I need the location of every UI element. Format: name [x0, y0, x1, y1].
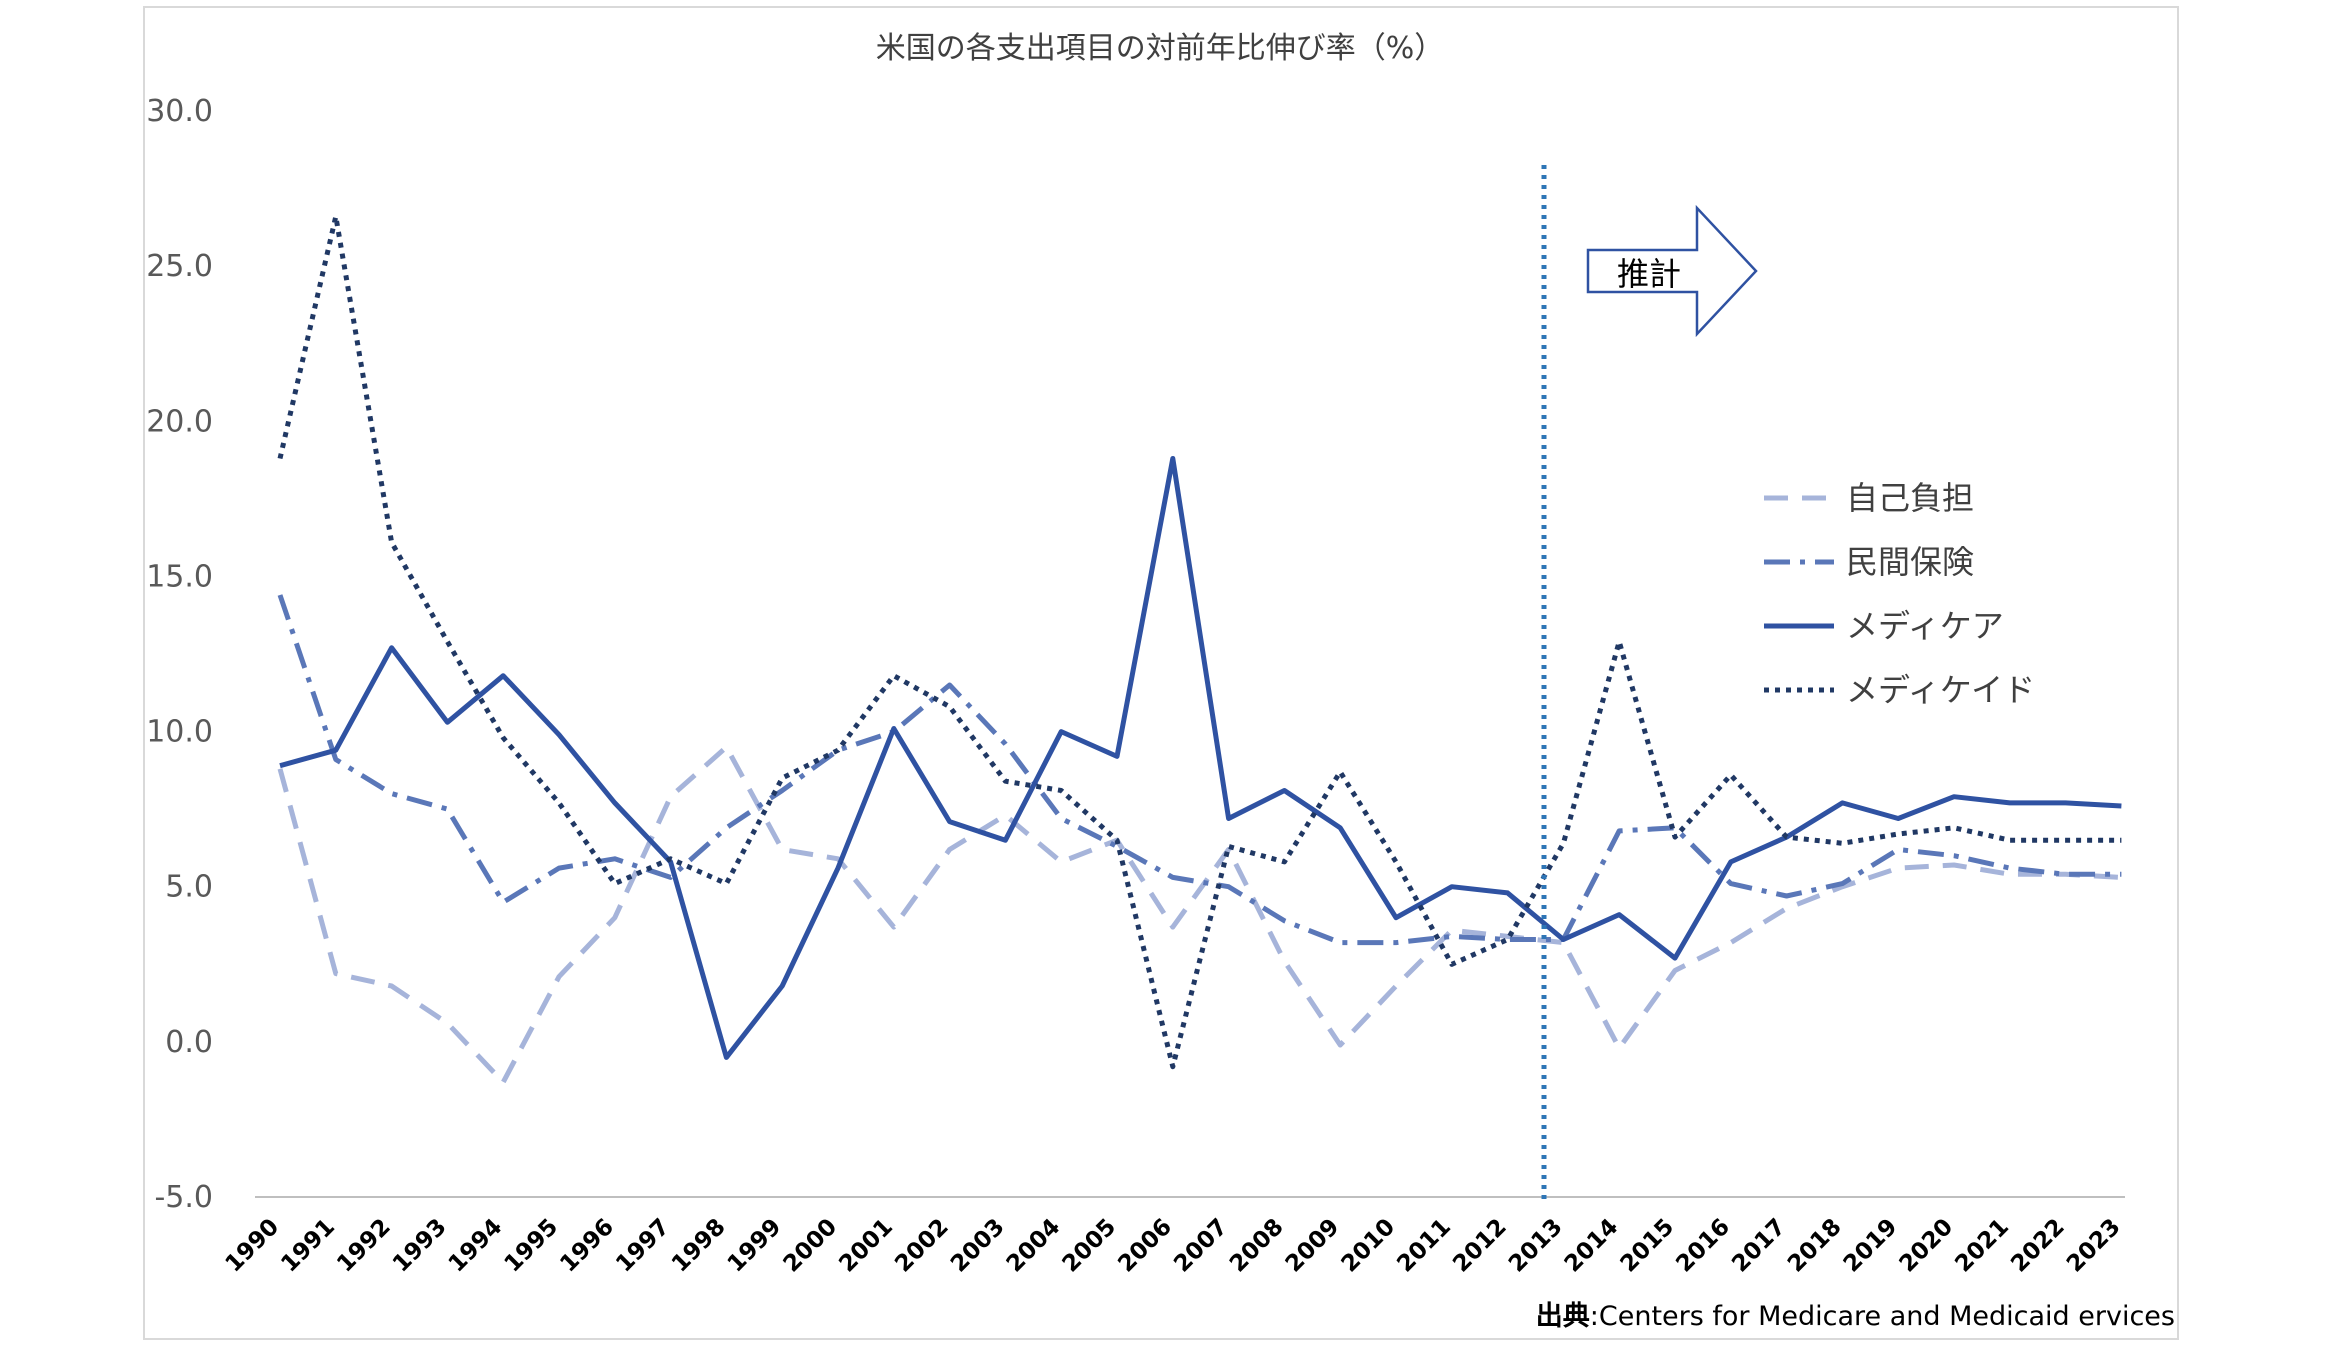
y-tick-label: 10.0 — [146, 715, 213, 750]
source-note: 出典:Centers for Medicare and Medicaid erv… — [1536, 1301, 2175, 1332]
legend-label: 自己負担 — [1846, 479, 1974, 517]
series-layer — [277, 214, 2122, 1085]
series-line — [277, 594, 2122, 946]
legend-label: メディケイド — [1846, 671, 2035, 709]
legend-label: 民間保険 — [1846, 543, 1974, 581]
source-label: 出典 — [1536, 1301, 1590, 1332]
y-tick-label: 15.0 — [146, 559, 213, 594]
forecast-arrow-icon — [1586, 204, 1758, 338]
chart-border — [143, 6, 2179, 1340]
y-tick-label: 5.0 — [165, 870, 213, 905]
y-tick-label: 25.0 — [146, 249, 213, 284]
y-tick-label: 0.0 — [165, 1025, 213, 1060]
y-tick-label: 20.0 — [146, 404, 213, 439]
series-line — [279, 456, 2122, 1060]
forecast-arrow-label: 推計 — [1617, 255, 1681, 293]
legend-label: メディケア — [1846, 607, 2004, 645]
y-tick-label: -5.0 — [154, 1180, 213, 1215]
y-axis: 30.0 25.0 20.0 15.0 10.0 5.0 0.0 -5.0 — [146, 94, 213, 1215]
y-tick-label: 30.0 — [146, 94, 213, 129]
series-line — [277, 214, 2122, 1070]
forecast-arrow: 推計 — [1586, 204, 1758, 338]
svg-text:出典:Centers for Medicare and Me: 出典:Centers for Medicare and Medicaid erv… — [1536, 1301, 2175, 1332]
chart-title: 米国の各支出項目の対前年比伸び率（%） — [876, 31, 1445, 66]
source-text: :Centers for Medicare and Medicaid ervic… — [1590, 1301, 2175, 1332]
series-line — [277, 744, 2122, 1085]
